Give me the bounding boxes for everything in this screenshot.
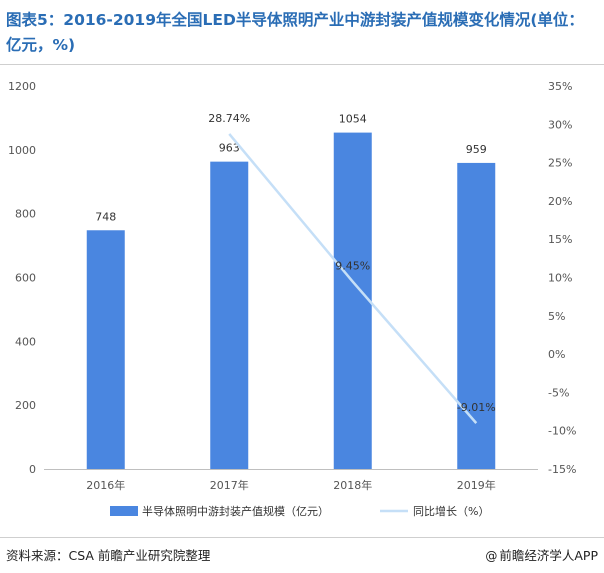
line-value-label: 28.74% [208, 112, 250, 125]
title-divider [0, 64, 604, 65]
bar-value-label: 1054 [339, 113, 367, 126]
bar-series: 748 963 1054 959 [86, 113, 496, 469]
line-value-label: -9.01% [457, 401, 496, 414]
legend: 半导体照明中游封装产值规模（亿元） 同比增长（%） [110, 504, 489, 518]
growth-line [228, 133, 478, 424]
left-tick-label: 1200 [8, 80, 36, 93]
left-tick-label: 200 [15, 399, 36, 412]
left-tick-label: 1000 [8, 144, 36, 157]
left-axis: 0 200 400 600 800 1000 1200 [8, 80, 36, 476]
x-axis: 2016年 2017年 2018年 2019年 [86, 478, 496, 492]
left-tick-label: 600 [15, 272, 36, 285]
x-tick-label: 2019年 [457, 478, 496, 492]
chart-title: 图表5：2016-2019年全国LED半导体照明产业中游封装产值规模变化情况(单… [6, 11, 584, 54]
right-tick-label: 0% [548, 348, 565, 361]
right-tick-label: 30% [548, 118, 572, 131]
bar [333, 132, 372, 469]
bar [86, 230, 125, 469]
right-tick-label: 20% [548, 195, 572, 208]
credit-text: 前瞻经济学人APP [499, 548, 598, 563]
right-tick-label: 25% [548, 157, 572, 170]
x-tick-label: 2018年 [333, 478, 372, 492]
bar [457, 162, 496, 469]
bar-value-label: 959 [466, 143, 487, 156]
left-tick-label: 0 [29, 463, 36, 476]
legend-line-label: 同比增长（%） [413, 504, 489, 518]
bar-value-label: 963 [219, 142, 240, 155]
right-tick-label: -10% [548, 425, 576, 438]
right-tick-label: -5% [548, 386, 569, 399]
right-tick-label: -15% [548, 463, 576, 476]
line-value-label: 9.45% [335, 260, 370, 273]
left-tick-label: 800 [15, 208, 36, 221]
credit: @ 前瞻经济学人APP [485, 545, 598, 564]
left-tick-label: 400 [15, 335, 36, 348]
right-tick-label: 5% [548, 310, 565, 323]
line-series: 28.74% 9.45% -9.01% [208, 112, 496, 424]
x-tick-label: 2017年 [210, 478, 249, 492]
right-tick-label: 35% [548, 80, 572, 93]
right-tick-label: 15% [548, 233, 572, 246]
bar [210, 161, 249, 469]
bar-value-label: 748 [95, 210, 116, 223]
footer-divider [0, 537, 604, 538]
at-sign-icon: @ [485, 549, 498, 563]
x-tick-label: 2016年 [86, 478, 125, 492]
source-note: 资料来源：CSA 前瞻产业研究院整理 [6, 548, 211, 563]
legend-bar-swatch [110, 506, 138, 516]
right-tick-label: 10% [548, 272, 572, 285]
legend-bar-label: 半导体照明中游封装产值规模（亿元） [142, 504, 329, 518]
chart: 0 200 400 600 800 1000 1200 -15% -10% -5% 0% 5% 10%… [8, 80, 576, 518]
right-axis: -15% -10% -5% 0% 5% 10% 15% 20% 25% 30% 35% [548, 80, 576, 476]
